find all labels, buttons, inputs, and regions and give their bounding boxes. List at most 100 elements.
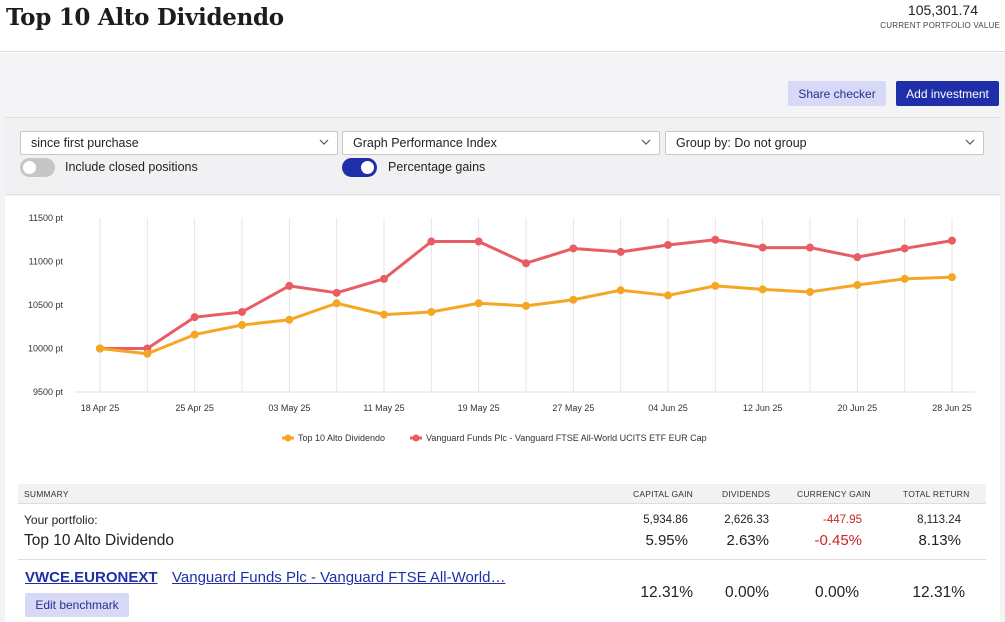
portfolio-value-label: CURRENT PORTFOLIO VALUE (880, 21, 1000, 30)
data-point (474, 299, 483, 308)
benchmark-name-link[interactable]: Vanguard Funds Plc - Vanguard FTSE All-W… (172, 569, 506, 586)
dividends-header: DIVIDENDS (722, 489, 771, 499)
chart-panel (5, 196, 1000, 622)
x-tick-label: 27 May 25 (552, 403, 594, 413)
capital-gain-amount: 5,934.86 (643, 514, 688, 526)
x-tick-label: 28 Jun 25 (932, 403, 972, 413)
total-return-amount: 8,113.24 (917, 514, 961, 526)
data-point (758, 243, 767, 252)
x-tick-label: 25 Apr 25 (175, 403, 214, 413)
chevron-down-icon (965, 139, 975, 145)
data-point (522, 259, 530, 268)
page-header: Top 10 Alto Dividendo 105,301.74 CURRENT… (0, 0, 1005, 52)
data-point (143, 349, 152, 358)
toggle-knob (361, 161, 374, 174)
data-point (853, 280, 862, 289)
portfolio-row-name: Top 10 Alto Dividendo (24, 532, 174, 549)
data-point (711, 235, 720, 244)
currency-gain-amount: -447.95 (822, 514, 862, 526)
data-point (806, 243, 814, 252)
portfolio-row-label: Your portfolio: (24, 513, 98, 527)
period-select[interactable]: since first purchase (20, 131, 338, 155)
group-by-select-value: Group by: Do not group (676, 136, 807, 150)
data-point (474, 237, 483, 246)
data-point (900, 274, 909, 283)
summary-header-label: SUMMARY (24, 489, 69, 499)
summary-divider (18, 559, 986, 560)
y-tick-label: 11000 pt (29, 257, 64, 267)
toggle-knob (23, 161, 36, 174)
graph-type-select[interactable]: Graph Performance Index (342, 131, 660, 155)
benchmark-capital-gain-percent: 12.31% (640, 584, 693, 601)
share-checker-button[interactable]: Share checker (788, 81, 886, 106)
data-point (190, 330, 199, 339)
x-tick-label: 04 Jun 25 (648, 403, 688, 413)
legend-swatch-point (284, 434, 292, 442)
data-point (616, 286, 625, 295)
data-point (569, 295, 578, 304)
data-point (427, 307, 436, 316)
add-investment-button[interactable]: Add investment (896, 81, 999, 106)
data-point (190, 313, 199, 322)
capital-gain-percent: 5.95% (645, 532, 688, 549)
data-point (380, 310, 388, 319)
page-title: Top 10 Alto Dividendo (6, 4, 284, 31)
dividends-amount: 2,626.33 (724, 514, 769, 526)
include-closed-toggle[interactable] (20, 158, 55, 177)
data-point (238, 307, 246, 316)
data-point (332, 299, 341, 308)
data-point (664, 291, 672, 300)
data-point (285, 315, 294, 324)
y-tick-label: 10000 pt (28, 344, 64, 354)
data-point (853, 253, 862, 262)
include-closed-label: Include closed positions (65, 160, 198, 174)
data-point (238, 321, 246, 330)
x-tick-label: 12 Jun 25 (743, 403, 783, 413)
x-tick-label: 18 Apr 25 (81, 403, 120, 413)
data-point (758, 285, 767, 294)
data-point (900, 244, 909, 253)
benchmark-dividends-percent: 0.00% (725, 584, 769, 601)
x-tick-label: 20 Jun 25 (838, 403, 878, 413)
chevron-down-icon (641, 139, 651, 145)
data-point (948, 273, 956, 282)
data-point (427, 237, 436, 246)
edit-benchmark-button[interactable]: Edit benchmark (25, 593, 129, 617)
group-by-select[interactable]: Group by: Do not group (665, 131, 984, 155)
data-point (285, 281, 294, 290)
period-select-value: since first purchase (31, 136, 139, 150)
data-point (332, 288, 341, 297)
y-tick-label: 10500 pt (28, 300, 64, 310)
x-tick-label: 11 May 25 (363, 403, 404, 413)
benchmark-currency-gain-percent: 0.00% (815, 584, 859, 601)
data-point (948, 236, 956, 245)
performance-chart: 11500 pt 11000 pt 10500 pt 10000 pt 9500 pt 1… (28, 213, 975, 443)
currency-gain-header: CURRENCY GAIN (797, 489, 871, 499)
currency-gain-percent: -0.45% (814, 532, 862, 549)
benchmark-ticker-link[interactable]: VWCE.EURONEXT (25, 569, 158, 586)
dividends-percent: 2.63% (726, 532, 769, 549)
data-point (711, 281, 720, 290)
data-point (616, 247, 625, 256)
legend-label: Vanguard Funds Plc - Vanguard FTSE All-W… (426, 433, 707, 443)
portfolio-value: 105,301.74 (907, 2, 978, 18)
data-point (96, 344, 104, 353)
capital-gain-header: CAPITAL GAIN (633, 489, 694, 499)
y-tick-label: 9500 pt (33, 387, 64, 397)
percentage-gains-label: Percentage gains (388, 160, 486, 174)
total-return-percent: 8.13% (918, 532, 961, 549)
x-tick-label: 19 May 25 (458, 403, 500, 413)
total-return-header: TOTAL RETURN (903, 489, 970, 499)
legend-swatch-point (412, 434, 420, 442)
legend-label: Top 10 Alto Dividendo (298, 433, 385, 443)
data-point (664, 240, 672, 249)
summary-header: SUMMARY CAPITAL GAIN DIVIDENDS CURRENCY … (18, 484, 986, 504)
y-tick-label: 11500 pt (29, 213, 64, 223)
data-point (380, 274, 388, 283)
x-tick-label: 03 May 25 (268, 403, 310, 413)
chart-controls (5, 117, 1000, 195)
data-point (806, 287, 814, 296)
data-point (569, 244, 578, 253)
benchmark-total-return-percent: 12.31% (912, 584, 965, 601)
percentage-gains-toggle[interactable] (342, 158, 377, 177)
